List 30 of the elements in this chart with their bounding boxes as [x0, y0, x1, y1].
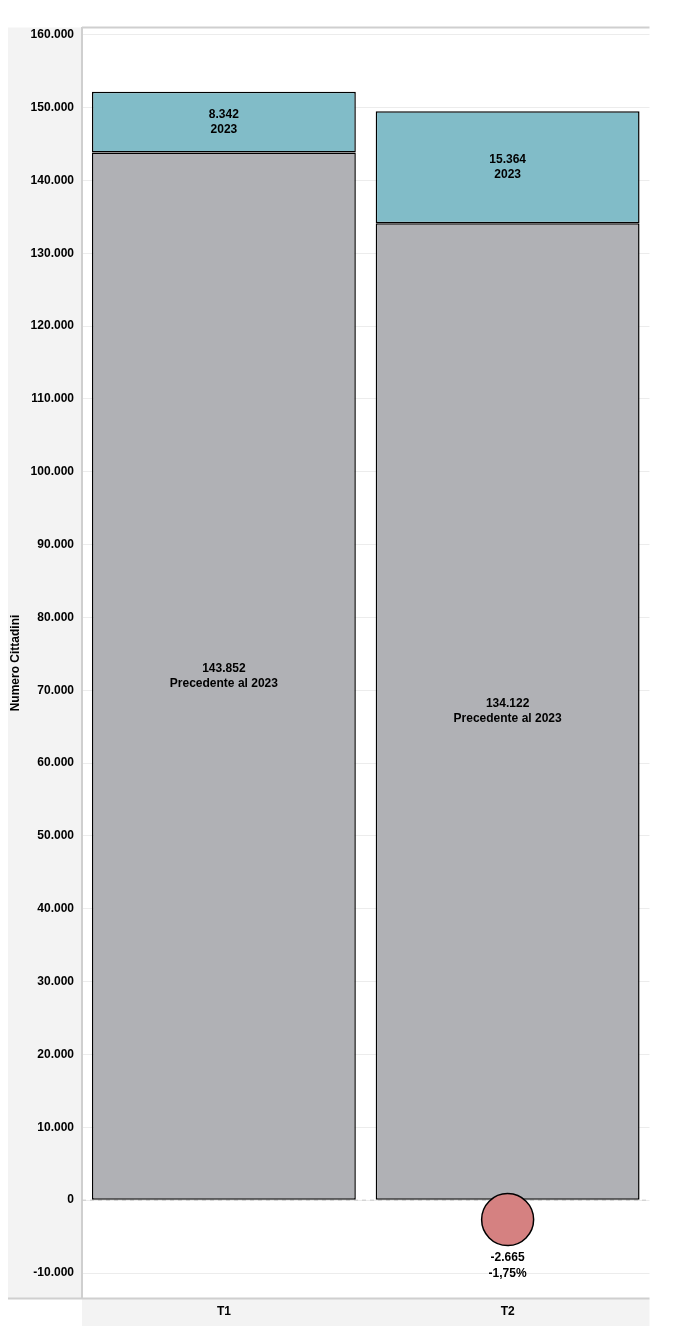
x-tick-label: T2: [500, 1304, 515, 1319]
y-tick-label: 50.000: [37, 828, 75, 843]
x-tick-label: T1: [216, 1304, 232, 1319]
y-tick-label: 90.000: [37, 536, 75, 551]
y-tick-label: -10.000: [33, 1265, 75, 1280]
y-tick-label: 120.000: [30, 318, 75, 333]
data-label: -2.665 -1,75%: [488, 1249, 527, 1280]
y-tick-label: 110.000: [31, 391, 75, 406]
y-tick-label: 0: [67, 1192, 75, 1207]
y-tick-label: 140.000: [30, 172, 75, 187]
data-label: 8.342: [208, 106, 240, 121]
y-tick-label: 160.000: [30, 27, 75, 42]
y-tick-label: 150.000: [30, 99, 75, 114]
y-axis-title: Numero Cittadini: [7, 614, 22, 712]
y-tick-label: 20.000: [37, 1046, 75, 1061]
y-tick-label: 30.000: [37, 973, 75, 988]
text: Precedente al 2023: [453, 711, 562, 726]
y-tick-label: 100.000: [30, 464, 75, 479]
series-label: 2023: [210, 121, 238, 136]
data-label: 15.364: [489, 152, 527, 167]
y-tick-label: 60.000: [37, 755, 75, 770]
series-label: Precedente al 2023: [169, 675, 279, 690]
y-tick-label: 70.000: [37, 682, 75, 697]
text: 2023: [494, 167, 521, 182]
y-tick-label: 80.000: [37, 609, 75, 624]
y-tick-label: 10.000: [37, 1119, 75, 1134]
y-tick-label: 40.000: [37, 901, 75, 916]
data-label: 134.122: [485, 696, 530, 711]
y-tick-label: 130.000: [30, 245, 75, 260]
data-label: 143.852: [202, 660, 246, 675]
